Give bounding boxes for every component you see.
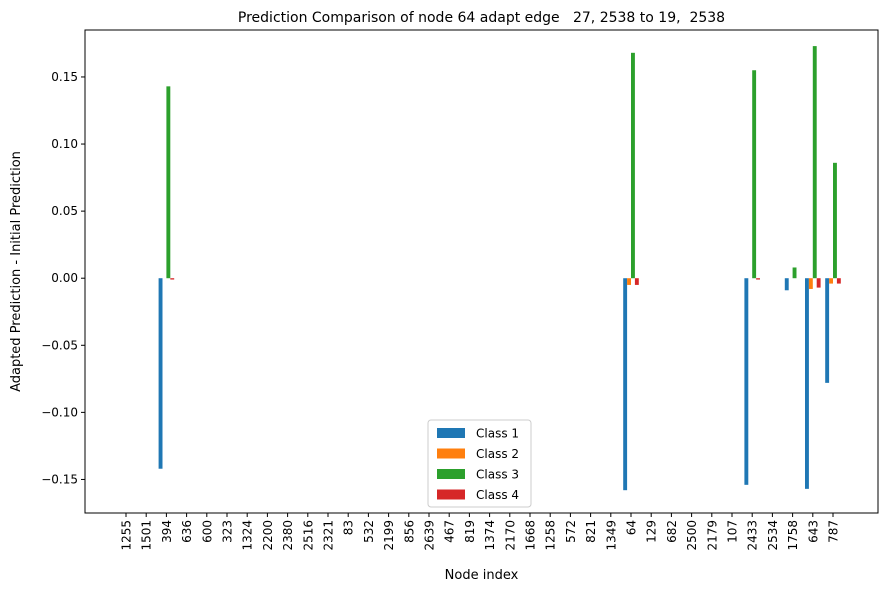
x-tick-label: 821 (584, 520, 598, 543)
x-tick-label: 643 (806, 520, 820, 543)
bar-class-3-2433 (752, 70, 757, 279)
bar-class-1-2433 (744, 278, 749, 485)
bars-group (158, 46, 841, 491)
bar-class-2-787 (829, 278, 833, 284)
y-tick-label: 0.00 (51, 271, 78, 285)
legend-swatch-class-1 (437, 428, 465, 438)
plot-frame (84, 29, 879, 514)
x-tick-label: 1668 (524, 520, 538, 551)
x-tick-label: 2516 (301, 520, 315, 551)
bar-class-3-64 (631, 52, 635, 279)
y-tick-label: 0.15 (51, 70, 78, 84)
x-tick-label: 819 (463, 520, 477, 543)
x-tick-label: 1258 (544, 520, 558, 551)
bar-class-2-643 (808, 278, 813, 289)
x-axis: 1255 1501 394 636 600 323 1324 2200 2380 2516 2321… (120, 513, 841, 551)
x-tick-label: 2639 (423, 520, 437, 551)
legend-swatch-class-2 (437, 448, 465, 459)
x-tick-label: 1349 (604, 520, 618, 551)
x-tick-label: 787 (827, 520, 841, 543)
x-tick-label: 2179 (705, 520, 719, 551)
x-tick-label: 2500 (685, 520, 699, 551)
x-tick-label: 856 (402, 520, 416, 543)
legend-swatch-class-4 (437, 489, 465, 500)
y-tick-label: 0.10 (51, 137, 78, 151)
y-tick-label: −0.10 (41, 405, 78, 419)
x-tick-label: 1374 (483, 520, 497, 551)
x-tick-label: 600 (200, 520, 214, 543)
x-tick-label: 532 (362, 520, 376, 543)
x-tick-label: 107 (726, 520, 740, 543)
legend-label: Class 2 (476, 447, 519, 461)
bar-class-3-643 (812, 46, 817, 279)
x-tick-label: 323 (221, 520, 235, 543)
legend: Class 1 Class 2 Class 3 Class 4 (427, 419, 532, 508)
legend-box (427, 419, 532, 508)
x-tick-label: 1255 (120, 520, 134, 551)
x-tick-label: 394 (160, 520, 174, 543)
x-tick-label: 2170 (503, 520, 517, 551)
bar-class-1-1758 (784, 278, 789, 291)
x-tick-label: 2200 (261, 520, 275, 551)
y-axis-title: Adapted Prediction - Initial Prediction (9, 151, 24, 392)
x-tick-label: 2199 (382, 520, 396, 551)
bar-class-2-64 (627, 278, 631, 285)
x-tick-label: 1501 (140, 520, 154, 551)
y-axis: −0.15 −0.10 −0.05 0.00 0.05 0.10 0.15 (41, 70, 85, 486)
bar-class-3-787 (833, 162, 837, 279)
bar-class-4-64 (634, 278, 639, 285)
x-tick-label: 129 (645, 520, 659, 543)
x-tick-label: 636 (180, 520, 194, 543)
bar-class-3-1758 (792, 267, 797, 279)
x-axis-title: Node index (445, 568, 519, 583)
bar-class-4-643 (816, 278, 821, 288)
x-tick-label: 572 (564, 520, 578, 543)
x-tick-label: 2534 (766, 520, 780, 551)
chart-title: Prediction Comparison of node 64 adapt e… (238, 10, 725, 26)
x-tick-label: 2433 (746, 520, 760, 551)
x-tick-label: 2321 (322, 520, 336, 551)
y-tick-label: −0.15 (41, 472, 78, 486)
y-tick-label: −0.05 (41, 338, 78, 352)
bar-class-3-394 (166, 86, 171, 279)
x-tick-label: 682 (665, 520, 679, 543)
bar-class-4-2433 (756, 278, 760, 280)
x-tick-label: 467 (443, 520, 457, 543)
legend-label: Class 3 (476, 468, 519, 482)
x-tick-label: 64 (625, 520, 639, 535)
bar-class-1-643 (805, 278, 809, 489)
legend-label: Class 1 (476, 427, 519, 441)
x-tick-label: 1324 (241, 520, 255, 551)
x-tick-label: 2380 (281, 520, 295, 551)
legend-label: Class 4 (476, 488, 519, 502)
bar-class-1-394 (158, 278, 163, 469)
x-tick-label: 83 (342, 520, 356, 535)
bar-class-4-787 (836, 278, 841, 284)
bar-class-1-787 (825, 278, 830, 383)
bar-class-4-394 (170, 278, 175, 280)
bar-class-1-64 (623, 278, 628, 491)
x-tick-label: 1758 (786, 520, 800, 551)
y-tick-label: 0.05 (51, 204, 78, 218)
legend-swatch-class-3 (437, 469, 465, 479)
